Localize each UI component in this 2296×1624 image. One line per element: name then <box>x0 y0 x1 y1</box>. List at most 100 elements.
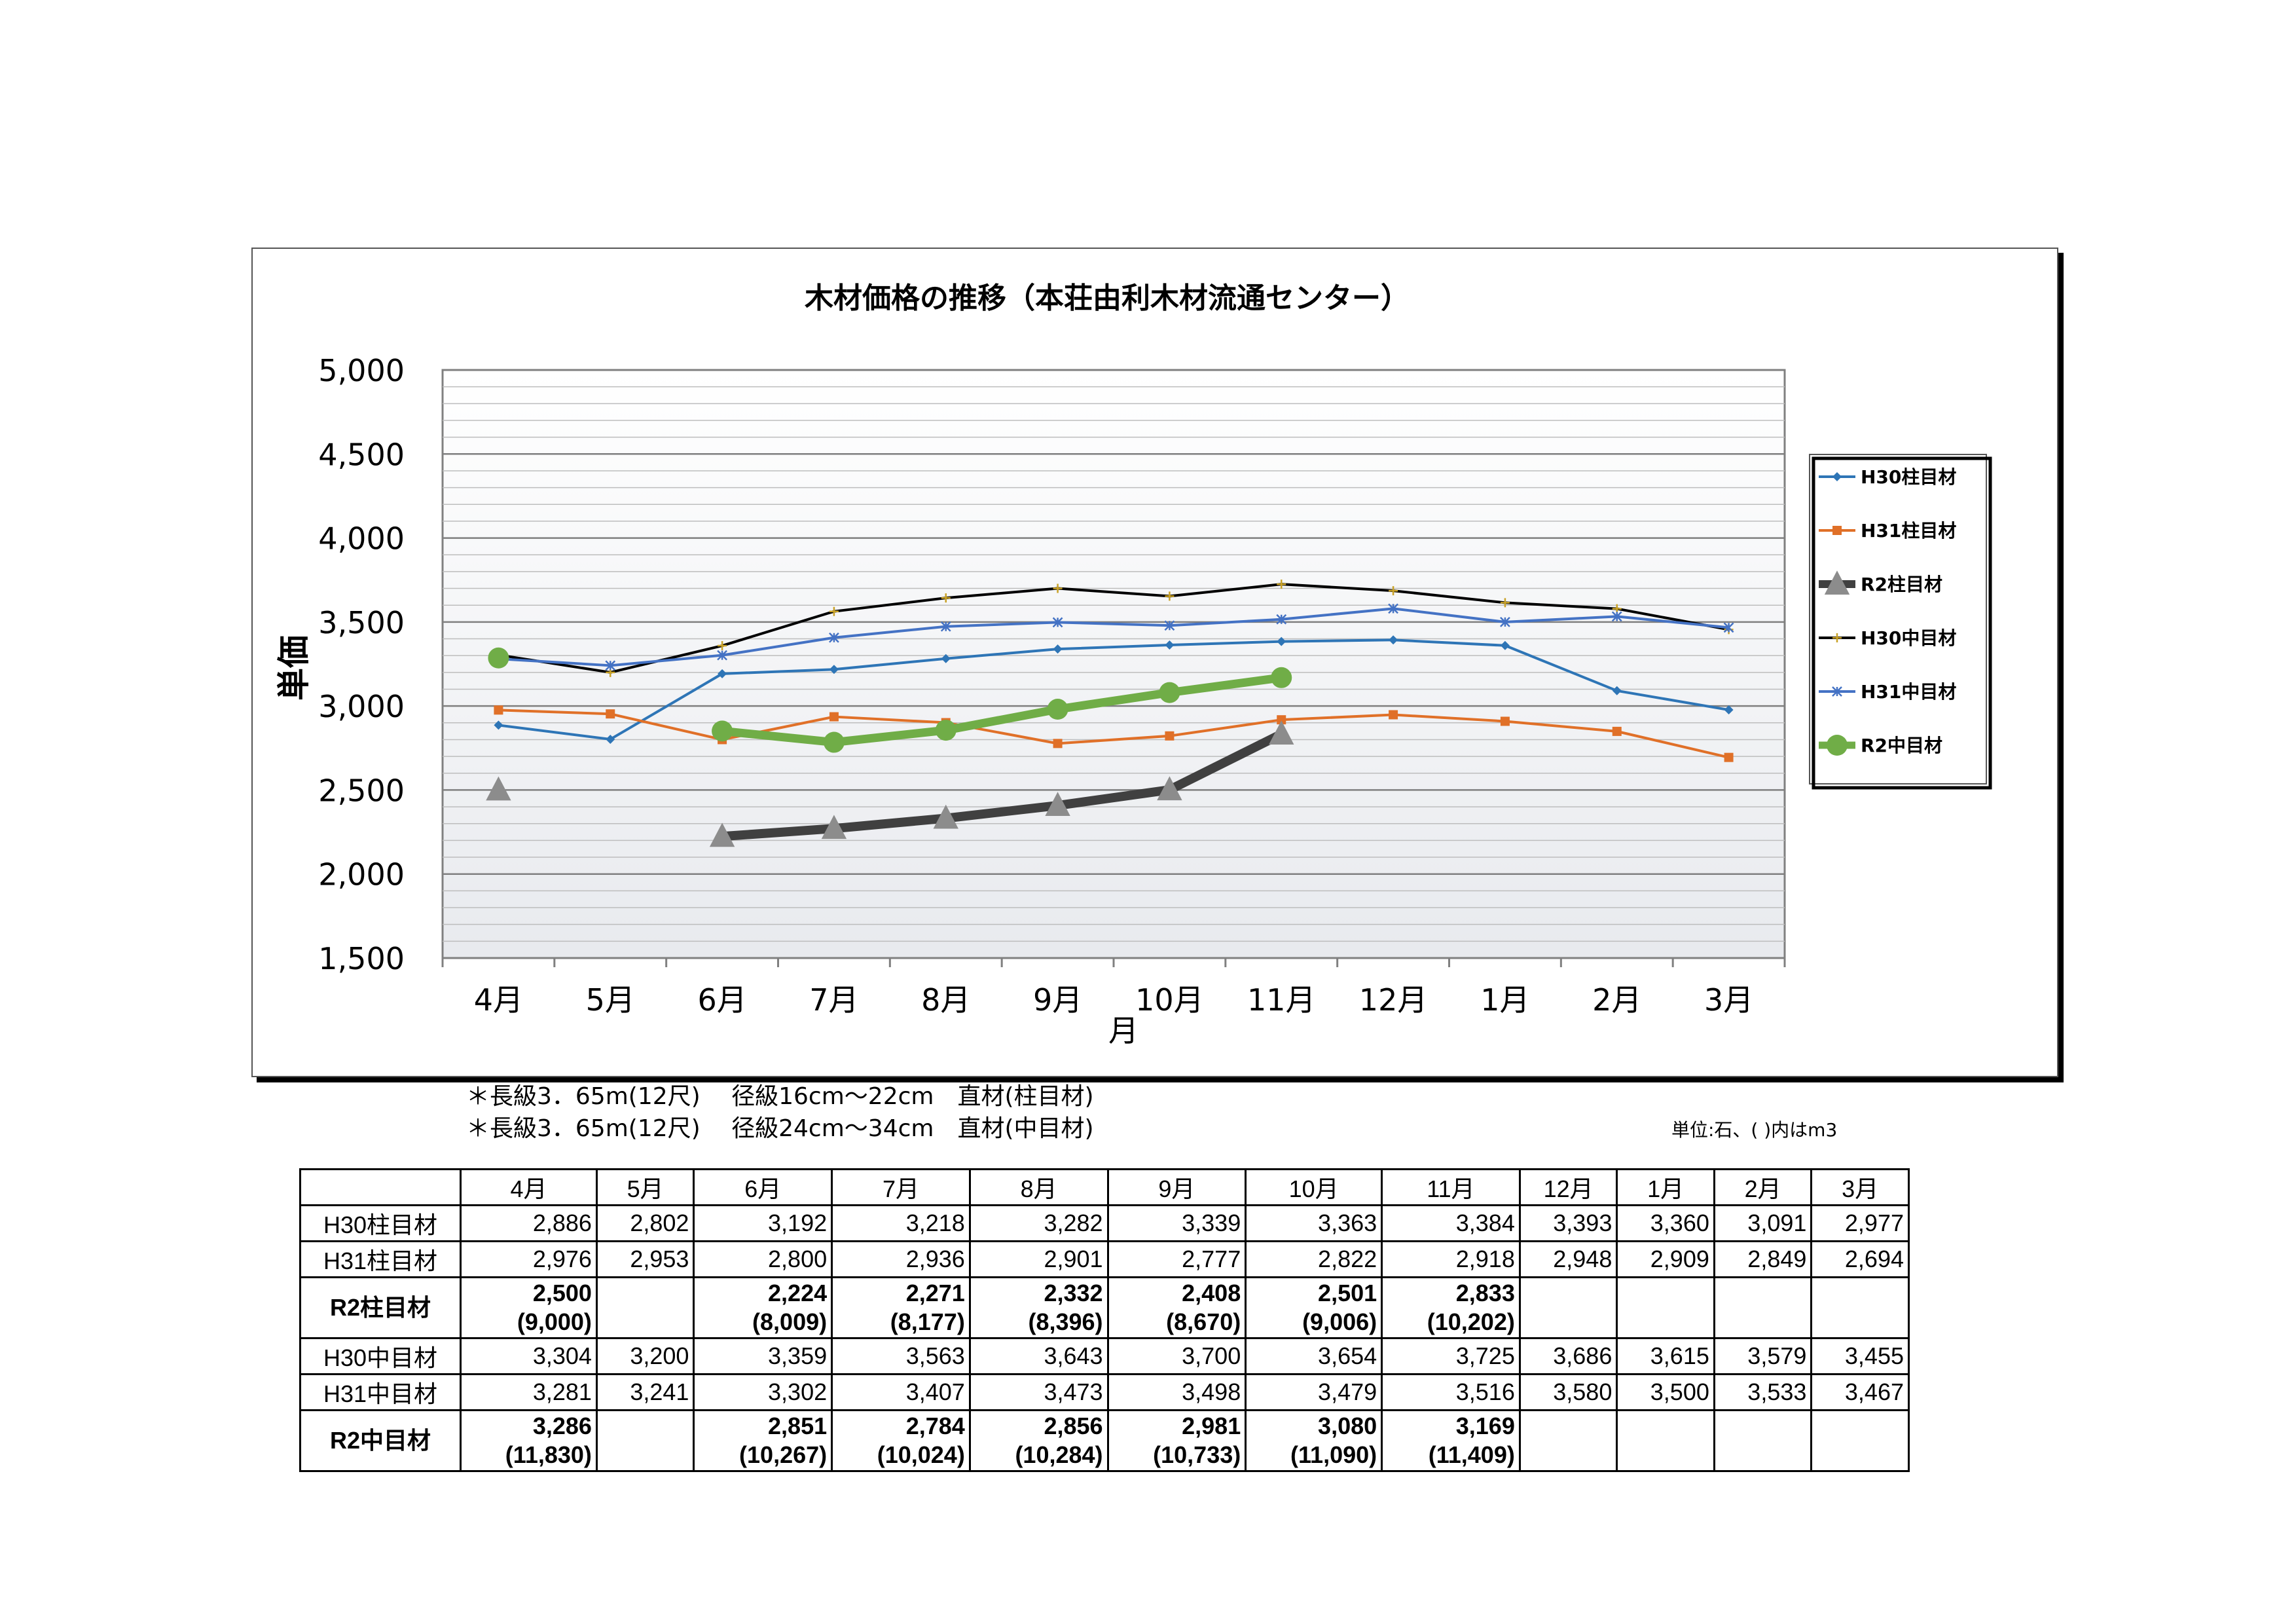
price-koku: 3,080 <box>1318 1412 1377 1439</box>
table-cell: 3,455 <box>1810 1337 1910 1375</box>
legend-box <box>1809 454 1987 784</box>
data-point <box>1832 472 1842 481</box>
data-point <box>1277 637 1286 646</box>
price-koku: 2,784 <box>905 1412 965 1439</box>
table-cell: 3,282 <box>968 1204 1109 1242</box>
table-cell: 2,976 <box>460 1240 598 1278</box>
price-koku: 2,271 <box>905 1280 965 1306</box>
data-point <box>1277 715 1286 725</box>
x-tick-label: 5月 <box>586 982 635 1018</box>
table-row-label: H31中目材 <box>299 1373 462 1411</box>
x-tick-label: 12月 <box>1359 982 1428 1018</box>
series-line <box>498 583 1729 674</box>
unit-note: 単位:石、( )内はm3 <box>1671 1119 1838 1141</box>
table-cell: 3,654 <box>1245 1337 1383 1375</box>
legend-label: R2柱目材 <box>1861 574 1942 595</box>
legend-item: H31柱目材 <box>1819 520 1956 542</box>
data-point <box>940 621 951 632</box>
data-point <box>1271 667 1292 688</box>
table-header-row: 4月 5月 6月 7月 8月 9月 10月 11月 12月 1月 2月 3月 <box>299 1168 1910 1206</box>
table-header-cell: 3月 <box>1810 1168 1910 1206</box>
price-table: 4月 5月 6月 7月 8月 9月 10月 11月 12月 1月 2月 3月 H30柱目材 2,886 2… <box>299 1168 1910 1472</box>
table-cell <box>1518 1409 1618 1472</box>
data-point <box>1053 583 1063 593</box>
table-cell: 2,948 <box>1518 1240 1618 1278</box>
table-cell: 2,224 (8,009) <box>693 1276 833 1339</box>
price-m3: (8,396) <box>1028 1308 1103 1335</box>
x-tick-label: 6月 <box>697 982 746 1018</box>
table-cell: 3,339 <box>1106 1204 1247 1242</box>
plot-area <box>441 369 1786 959</box>
table-cell: 2,501 (9,006) <box>1245 1276 1383 1339</box>
data-point <box>1157 776 1182 801</box>
table-cell: 3,407 <box>831 1373 971 1411</box>
table-cell: 2,332 (8,396) <box>968 1276 1109 1339</box>
price-m3: (11,409) <box>1428 1441 1515 1468</box>
legend-label: H30柱目材 <box>1861 466 1956 488</box>
price-koku: 2,981 <box>1182 1412 1241 1439</box>
data-point <box>486 776 511 801</box>
data-point <box>1159 682 1180 703</box>
data-point <box>1824 570 1850 595</box>
table-cell: 3,360 <box>1616 1204 1715 1242</box>
y-tick-label: 5,000 <box>318 353 405 388</box>
table-cell: 3,643 <box>968 1337 1109 1375</box>
data-point <box>712 720 733 742</box>
data-point <box>1045 792 1070 817</box>
x-tick-label: 8月 <box>921 982 970 1018</box>
table-row-label: H31柱目材 <box>299 1240 462 1278</box>
table-cell: 3,169 (11,409) <box>1381 1409 1521 1472</box>
spec-note-1: ＊長級3．65m(12尺) 径級16cm～22cm 直材(柱目材) <box>466 1083 1094 1110</box>
x-axis-label: 月 <box>1108 1013 1139 1048</box>
table-cell: 2,936 <box>831 1240 971 1278</box>
data-point <box>1723 622 1734 633</box>
data-point <box>829 632 839 643</box>
series-line <box>498 607 1729 667</box>
table-cell: 2,833 (10,202) <box>1381 1276 1521 1339</box>
table-cell: 3,241 <box>595 1373 695 1411</box>
table-cell: 3,359 <box>693 1337 833 1375</box>
table-cell: 2,500 (9,000) <box>460 1276 598 1339</box>
table-cell: 3,304 <box>460 1337 598 1375</box>
legend-label: H31柱目材 <box>1861 520 1956 542</box>
data-point <box>829 712 839 722</box>
data-point <box>488 647 509 669</box>
x-tick-label: 2月 <box>1592 982 1641 1018</box>
table-row: H30中目材 3,304 3,200 3,359 3,563 3,643 3,700 3,65… <box>299 1337 1910 1375</box>
series-H30中目材 <box>494 580 1734 677</box>
series-line <box>721 673 1283 747</box>
table-cell: 2,271 (8,177) <box>831 1276 971 1339</box>
series-line <box>721 729 1284 841</box>
price-m3: (10,024) <box>877 1441 965 1468</box>
table-row-label: H30柱目材 <box>299 1204 462 1242</box>
price-koku: 3,169 <box>1455 1412 1515 1439</box>
data-point <box>821 815 847 840</box>
table-cell: 3,192 <box>693 1204 833 1242</box>
data-point <box>1612 686 1622 695</box>
data-point <box>494 720 503 730</box>
data-point <box>605 660 616 671</box>
price-koku: 2,332 <box>1044 1280 1103 1306</box>
price-m3: (11,830) <box>505 1441 592 1468</box>
table-cell: 3,580 <box>1518 1373 1618 1411</box>
price-koku: 2,501 <box>1318 1280 1377 1306</box>
table-cell: 3,384 <box>1381 1204 1521 1242</box>
y-tick-label: 3,000 <box>318 689 405 724</box>
table-cell <box>595 1276 695 1339</box>
data-point <box>1047 699 1068 720</box>
y-axis-ticks: 1,500 2,000 2,500 3,000 3,500 4,000 4,500 5,000 <box>318 353 405 976</box>
y-tick-label: 4,500 <box>318 437 405 472</box>
data-point <box>1832 686 1842 697</box>
price-m3: (9,000) <box>517 1308 592 1335</box>
x-tick-label: 11月 <box>1247 982 1316 1018</box>
data-point <box>829 665 839 674</box>
data-point <box>933 804 958 829</box>
table-cell: 3,080 (11,090) <box>1245 1409 1383 1472</box>
data-point <box>941 593 951 603</box>
table-cell: 2,977 <box>1810 1204 1910 1242</box>
legend: H30柱目材 H31柱目材 R2柱目材 H30中目材 H31中目材 R2中目材 <box>1809 454 1992 790</box>
data-point <box>1500 716 1510 726</box>
y-tick-label: 2,000 <box>318 857 405 893</box>
table-row-label: H30中目材 <box>299 1337 462 1375</box>
table-cell: 3,281 <box>460 1373 598 1411</box>
